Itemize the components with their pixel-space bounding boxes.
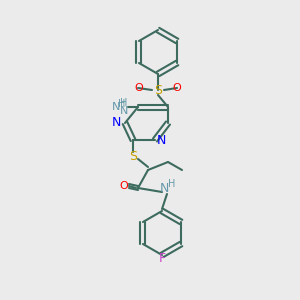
Text: S: S: [129, 151, 137, 164]
Text: H: H: [120, 98, 128, 108]
Text: F: F: [158, 253, 166, 266]
Text: N: N: [159, 182, 169, 196]
Text: N: N: [112, 116, 121, 130]
Text: N: N: [112, 102, 120, 112]
Text: O: O: [120, 181, 128, 191]
Text: O: O: [135, 83, 143, 93]
Text: S: S: [154, 83, 162, 97]
Text: H: H: [168, 179, 176, 189]
Text: H: H: [118, 99, 126, 109]
Text: N: N: [120, 106, 128, 116]
Text: N: N: [157, 134, 166, 146]
Text: O: O: [172, 83, 182, 93]
